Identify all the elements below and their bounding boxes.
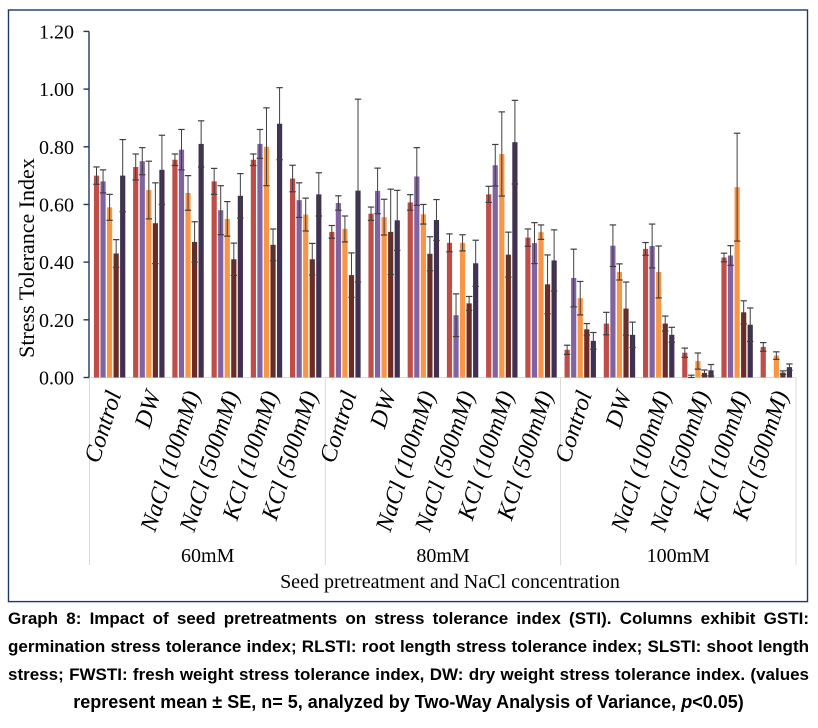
svg-text:60mM: 60mM bbox=[181, 545, 235, 567]
svg-text:0.80: 0.80 bbox=[39, 137, 74, 159]
svg-text:1.00: 1.00 bbox=[39, 79, 74, 101]
svg-text:Seed pretreatment and NaCl con: Seed pretreatment and NaCl concentration bbox=[280, 571, 620, 593]
svg-text:1.20: 1.20 bbox=[39, 21, 74, 43]
svg-text:0.00: 0.00 bbox=[39, 368, 74, 390]
svg-text:100mM: 100mM bbox=[647, 545, 711, 567]
svg-text:0.40: 0.40 bbox=[39, 252, 74, 274]
svg-text:80mM: 80mM bbox=[416, 545, 470, 567]
svg-text:Stress Tolerance Index: Stress Tolerance Index bbox=[14, 158, 39, 358]
svg-text:0.60: 0.60 bbox=[39, 194, 74, 216]
svg-text:0.20: 0.20 bbox=[39, 310, 74, 332]
